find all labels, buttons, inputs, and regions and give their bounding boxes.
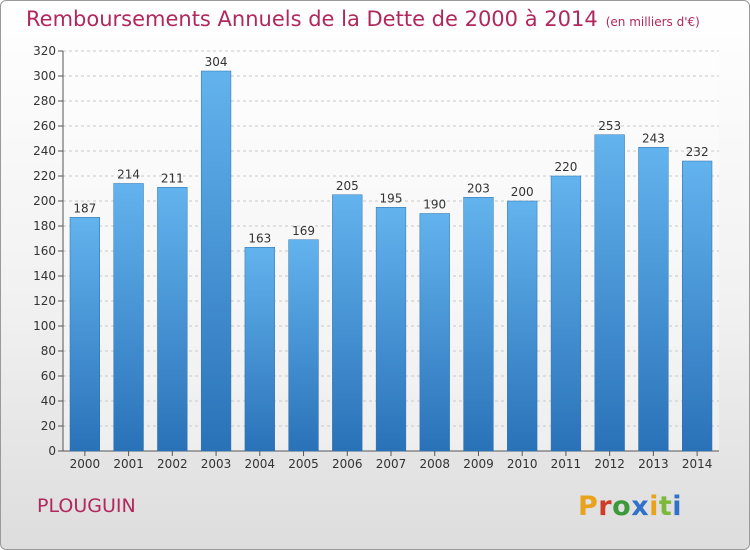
- bar-value-label: 163: [248, 231, 271, 245]
- bar-value-label: 190: [423, 198, 446, 212]
- bar-value-label: 205: [336, 179, 359, 193]
- y-tick-label: 180: [33, 219, 56, 233]
- bar: [157, 187, 188, 452]
- x-tick-label: 2001: [113, 457, 144, 471]
- bar-value-label: 187: [73, 201, 96, 215]
- x-tick-label: 2005: [288, 457, 319, 471]
- x-tick-label: 2013: [638, 457, 669, 471]
- y-tick-label: 80: [41, 344, 56, 358]
- x-tick-label: 2000: [70, 457, 101, 471]
- x-tick-label: 2010: [507, 457, 538, 471]
- bar-value-label: 304: [205, 55, 228, 69]
- y-tick-label: 60: [41, 369, 56, 383]
- y-tick-label: 160: [33, 244, 56, 258]
- x-tick-label: 2009: [463, 457, 494, 471]
- x-tick-label: 2002: [157, 457, 188, 471]
- x-tick-label: 2007: [376, 457, 407, 471]
- bar-value-label: 214: [117, 168, 140, 182]
- logo-letter: x: [631, 491, 650, 522]
- y-tick-label: 20: [41, 419, 56, 433]
- chart-title: Remboursements Annuels de la Dette de 20…: [26, 7, 700, 31]
- bar-value-label: 220: [554, 160, 577, 174]
- bar: [419, 213, 450, 452]
- chart-subtitle: (en milliers d'€): [605, 15, 700, 29]
- y-tick-label: 0: [48, 444, 56, 458]
- bar: [594, 134, 625, 452]
- bar-value-label: 243: [642, 131, 665, 145]
- logo-letter: i: [672, 491, 683, 522]
- bar: [550, 175, 582, 452]
- x-tick-label: 2011: [551, 457, 582, 471]
- bar: [244, 247, 275, 452]
- bar: [682, 160, 713, 452]
- chart-title-text: Remboursements Annuels de la Dette de 20…: [26, 7, 598, 31]
- y-tick-label: 320: [33, 44, 56, 58]
- x-tick-label: 2003: [201, 457, 232, 471]
- y-tick-label: 300: [33, 69, 56, 83]
- bar-value-label: 195: [380, 191, 403, 205]
- bar: [200, 70, 232, 452]
- bar: [463, 197, 494, 452]
- x-tick-label: 2008: [419, 457, 450, 471]
- y-tick-label: 240: [33, 144, 56, 158]
- x-tick-label: 2006: [332, 457, 363, 471]
- y-tick-label: 100: [33, 319, 56, 333]
- logo-letter: P: [578, 491, 599, 522]
- y-tick-label: 260: [33, 119, 56, 133]
- bar-value-label: 211: [161, 171, 184, 185]
- bar: [69, 217, 100, 452]
- logo-letter: i: [649, 491, 659, 522]
- logo-letter: t: [658, 491, 673, 522]
- proxiti-logo: Proxiti: [578, 491, 682, 522]
- bar: [288, 239, 319, 452]
- bar-value-label: 232: [686, 145, 709, 159]
- y-tick-label: 220: [33, 169, 56, 183]
- y-tick-label: 40: [41, 394, 56, 408]
- x-tick-label: 2004: [245, 457, 276, 471]
- y-tick-label: 120: [33, 294, 56, 308]
- bar-value-label: 169: [292, 224, 315, 238]
- bar: [375, 207, 407, 452]
- y-tick-label: 200: [33, 194, 56, 208]
- bar: [113, 183, 144, 452]
- bar-value-label: 253: [598, 119, 621, 133]
- commune-name: PLOUGUIN: [37, 495, 136, 517]
- bar: [507, 200, 538, 452]
- logo-letter: o: [612, 491, 632, 522]
- x-tick-label: 2012: [594, 457, 625, 471]
- bar: [638, 147, 669, 452]
- logo-letter: r: [598, 491, 613, 522]
- y-tick-label: 280: [33, 94, 56, 108]
- bar-value-label: 200: [511, 185, 534, 199]
- y-tick-label: 140: [33, 269, 56, 283]
- bar: [332, 194, 363, 452]
- bar-value-label: 203: [467, 181, 490, 195]
- x-tick-label: 2014: [682, 457, 713, 471]
